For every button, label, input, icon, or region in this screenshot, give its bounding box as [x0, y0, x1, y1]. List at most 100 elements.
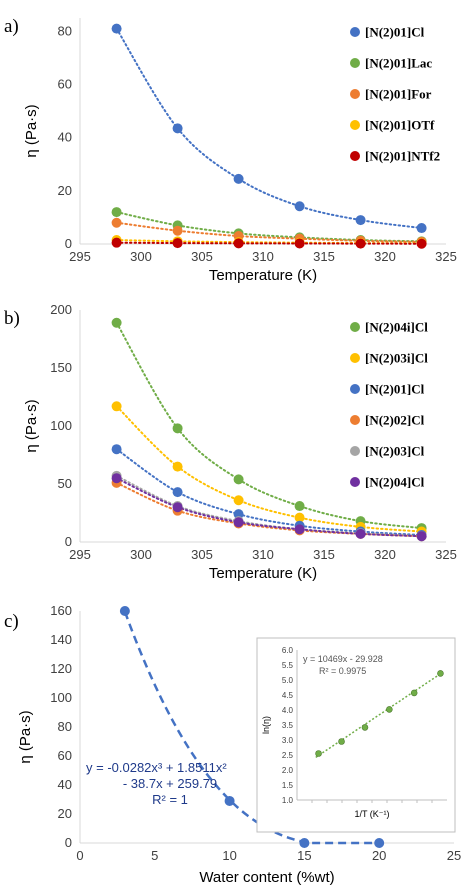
series-trendline: [115, 241, 423, 245]
panel-label: a): [4, 16, 19, 37]
series-trendline: [115, 448, 423, 537]
data-point: [416, 238, 427, 249]
x-tick-label: 295: [69, 547, 91, 562]
data-point: [172, 123, 183, 134]
legend-marker: [350, 322, 360, 332]
y-tick-label: 160: [50, 603, 72, 618]
y-tick-label: 50: [58, 476, 72, 491]
data-point: [294, 201, 305, 212]
inset-x-axis-label: 1/T (K⁻¹): [354, 809, 389, 819]
series-trendline: [115, 221, 423, 243]
data-point: [111, 444, 122, 455]
y-tick-label: 0: [65, 835, 72, 850]
inset-data-point: [410, 689, 418, 697]
inset-y-tick-label: 3.5: [282, 721, 294, 730]
legend-entry: [N(2)04i]Cl: [365, 320, 428, 335]
x-axis-label: Temperature (K): [209, 565, 317, 582]
legend-entry: [N(2)01]Cl: [365, 382, 425, 397]
data-point: [299, 838, 310, 848]
inset-data-point: [315, 750, 322, 757]
legend-marker: [350, 58, 360, 68]
x-tick-label: 305: [191, 249, 213, 264]
x-tick-label: 10: [222, 848, 236, 863]
data-point: [355, 215, 366, 226]
data-point: [119, 606, 130, 616]
legend-entry: [N(2)01]OTf: [365, 118, 435, 133]
inset-data-point: [338, 738, 345, 745]
data-point: [233, 495, 244, 506]
y-tick-label: 0: [65, 534, 72, 549]
x-tick-label: 320: [374, 547, 396, 562]
inset-data-point: [386, 706, 393, 713]
series-trendline: [115, 211, 423, 243]
x-tick-label: 325: [435, 249, 457, 264]
y-axis-label: η (Pa·s): [23, 399, 40, 452]
legend-marker: [350, 89, 360, 99]
x-tick-label: 25: [447, 848, 461, 863]
data-point: [111, 237, 122, 248]
inset-y-tick-label: 3.0: [282, 736, 294, 745]
legend-marker: [350, 415, 360, 425]
x-tick-label: 305: [191, 547, 213, 562]
panel-label: b): [4, 308, 20, 329]
data-point: [111, 217, 122, 228]
data-point: [294, 238, 305, 249]
data-point: [294, 501, 305, 512]
y-tick-label: 150: [50, 360, 72, 375]
y-tick-label: 20: [58, 806, 72, 821]
data-point: [294, 524, 305, 535]
panel-a-chart: 295 300 305 310 315 320 325 0 20 40 60 80 Temperatur…: [4, 16, 457, 284]
legend-marker: [350, 353, 360, 363]
inset-data-point: [361, 724, 369, 731]
x-tick-label: 320: [374, 249, 396, 264]
x-tick-label: 5: [151, 848, 158, 863]
x-tick-label: 310: [252, 547, 274, 562]
data-point: [416, 531, 427, 542]
x-axis-label: Temperature (K): [209, 267, 317, 284]
inset-data-point: [437, 670, 444, 677]
data-point: [374, 838, 385, 848]
y-tick-label: 0: [65, 236, 72, 251]
legend-marker: [350, 446, 360, 456]
x-tick-label: 310: [252, 249, 274, 264]
legend-marker: [350, 120, 360, 130]
x-tick-label: 315: [313, 249, 335, 264]
inset-y-tick-label: 2.0: [282, 766, 294, 775]
inset-y-tick-label: 4.0: [282, 706, 294, 715]
inset-y-tick-label: 4.5: [282, 691, 294, 700]
y-tick-label: 80: [58, 23, 72, 38]
data-point: [224, 795, 235, 806]
legend-entry: [N(2)01]Lac: [365, 56, 432, 71]
x-tick-label: 15: [297, 848, 311, 863]
x-tick-label: 0: [76, 848, 83, 863]
inset-y-tick-label: 5.0: [282, 676, 294, 685]
legend-entry: [N(2)01]NTf2: [365, 149, 440, 164]
data-point: [233, 238, 244, 249]
data-point: [172, 423, 183, 434]
data-point: [111, 23, 122, 34]
trendline-equation-line2: - 38.7x + 259.79: [123, 776, 217, 791]
data-point: [172, 225, 183, 236]
inset-y-tick-label: 5.5: [282, 661, 294, 670]
inset-equation: y = 10469x - 29.928: [303, 654, 383, 664]
panel-b-chart: 295 300 305 310 315 320 325 0 50 100 150 200 Tempera…: [4, 302, 457, 582]
y-tick-label: 200: [50, 302, 72, 317]
x-tick-label: 315: [313, 547, 335, 562]
data-point: [111, 401, 122, 412]
y-tick-label: 140: [50, 632, 72, 647]
data-point: [111, 317, 122, 328]
legend-entry: [N(2)01]For: [365, 87, 432, 102]
x-tick-label: 20: [372, 848, 386, 863]
data-point: [111, 473, 122, 484]
data-point: [111, 207, 122, 218]
data-point: [172, 502, 183, 513]
inset-fit-line: [315, 671, 443, 758]
x-tick-label: 300: [130, 547, 152, 562]
data-point: [416, 223, 427, 234]
y-tick-label: 20: [58, 183, 72, 198]
inset-y-tick-label: 1.5: [282, 781, 294, 790]
data-point: [233, 509, 244, 520]
data-point: [294, 512, 305, 523]
data-point: [172, 461, 183, 472]
y-tick-label: 120: [50, 661, 72, 676]
